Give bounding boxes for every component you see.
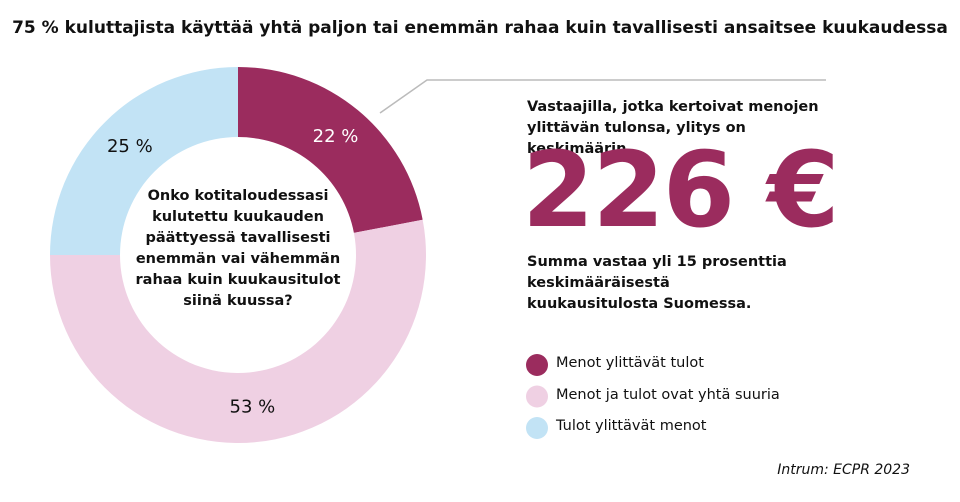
legend-swatch bbox=[526, 417, 548, 439]
callout-line bbox=[379, 79, 826, 114]
donut-slice bbox=[238, 67, 423, 233]
slice-label: 22 % bbox=[313, 126, 359, 147]
legend-swatch bbox=[526, 385, 548, 408]
center-question: Onko kotitaloudessasi kulutettu kuukaude… bbox=[135, 188, 341, 309]
callout-amount: 226 € bbox=[522, 129, 840, 251]
donut-slice bbox=[50, 67, 238, 255]
legend-label: Menot ylittävät tulot bbox=[556, 355, 704, 371]
donut-slice bbox=[49, 219, 426, 443]
slice-label: 53 % bbox=[230, 396, 276, 417]
source: Intrum: ECPR 2023 bbox=[777, 462, 910, 478]
callout-note: Summa vastaa yli 15 prosenttia keskimäär… bbox=[527, 254, 787, 312]
legend-swatch bbox=[526, 354, 548, 376]
legend-label: Tulot ylittävät menot bbox=[556, 418, 707, 434]
callout-intro: Vastaajilla, jotka kertoivat menojen yli… bbox=[527, 99, 819, 157]
legend-label: Menot ja tulot ovat yhtä suuria bbox=[556, 386, 780, 403]
slice-label: 25 % bbox=[107, 136, 153, 157]
chart-title: 75 % kuluttajista käyttää yhtä paljon ta… bbox=[12, 18, 948, 38]
